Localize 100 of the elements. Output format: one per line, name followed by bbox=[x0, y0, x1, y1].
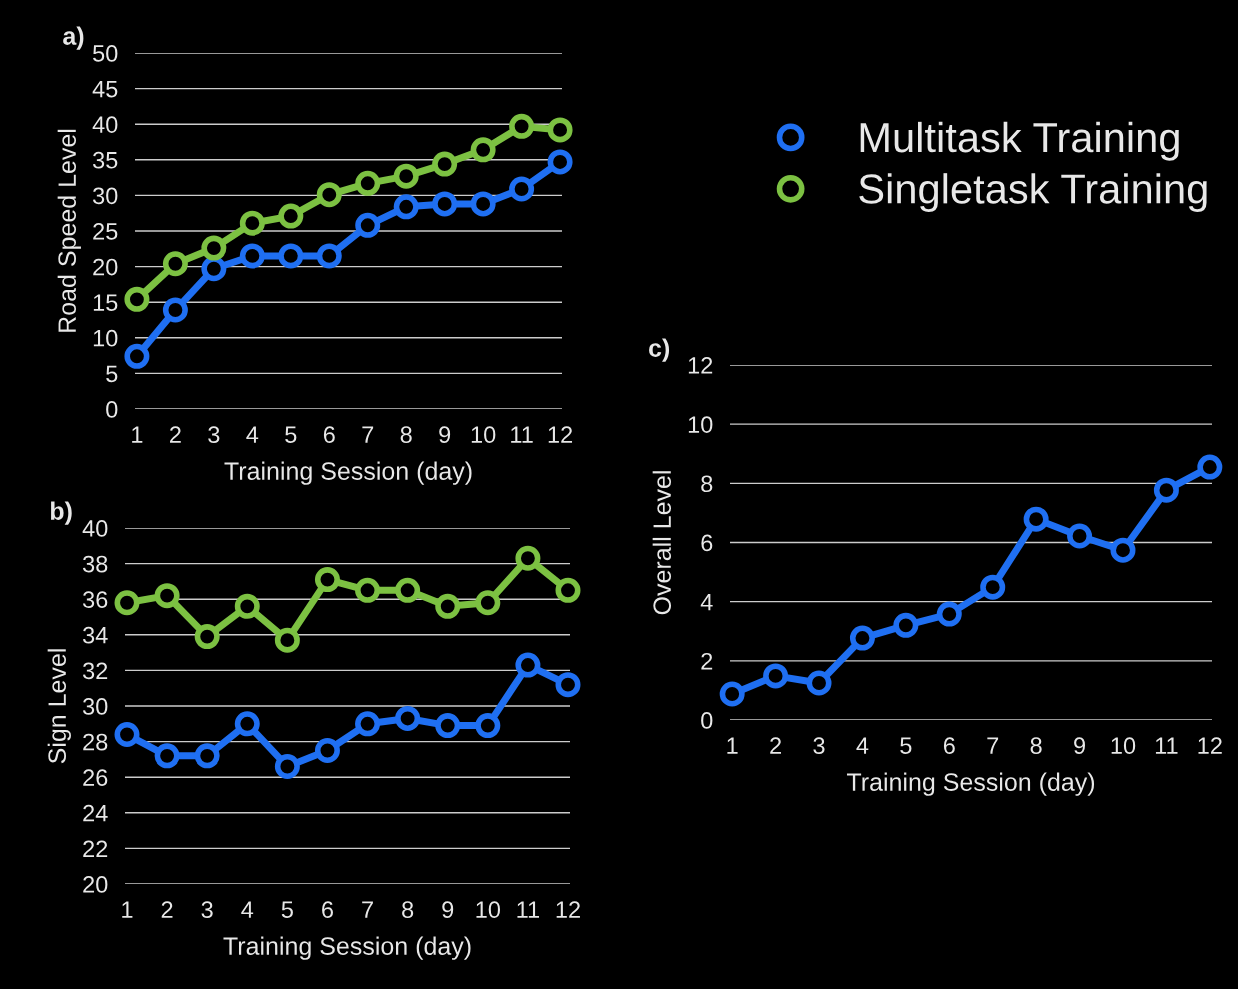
y-tick-label: 50 bbox=[93, 45, 118, 62]
x-tick-label: 8 bbox=[1030, 737, 1042, 755]
x-tick-label: 2 bbox=[170, 426, 181, 443]
x-tick-label: 4 bbox=[241, 901, 254, 918]
point bbox=[555, 672, 581, 698]
point bbox=[435, 713, 461, 739]
x-tick-label: 5 bbox=[285, 426, 297, 444]
x-tick-label: 5 bbox=[900, 737, 912, 755]
y-tick-label: 30 bbox=[92, 187, 118, 205]
x-tick-label: 12 bbox=[556, 901, 580, 918]
x-tick-label: 2 bbox=[770, 737, 781, 754]
point bbox=[719, 681, 745, 707]
y-tick-label: 20 bbox=[93, 258, 118, 276]
chart-title: a) bbox=[63, 26, 84, 50]
x-tick-label: 10 bbox=[471, 426, 496, 444]
point bbox=[515, 652, 541, 678]
point bbox=[936, 601, 962, 627]
legend-label: Multitask Training bbox=[860, 121, 1179, 161]
point bbox=[114, 721, 140, 747]
point bbox=[763, 663, 789, 689]
x-tick-label: 1 bbox=[727, 737, 738, 754]
point bbox=[234, 711, 260, 737]
x-tick-label: 6 bbox=[323, 426, 335, 444]
x-tick-label: 7 bbox=[362, 426, 374, 443]
x-axis-title: Training Session (day) bbox=[846, 772, 1095, 796]
x-tick-label: 11 bbox=[517, 901, 540, 918]
point bbox=[432, 151, 458, 177]
y-tick-label: 6 bbox=[701, 534, 713, 552]
x-tick-label: 11 bbox=[511, 426, 533, 443]
x-tick-label: 6 bbox=[943, 737, 955, 755]
point bbox=[314, 567, 340, 593]
point bbox=[1153, 477, 1179, 503]
point bbox=[509, 176, 535, 202]
x-tick-label: 9 bbox=[1074, 737, 1086, 755]
x-tick-label: 10 bbox=[1111, 737, 1136, 755]
y-tick-label: 2 bbox=[701, 652, 713, 670]
point bbox=[555, 577, 581, 603]
x-tick-label: 12 bbox=[1198, 737, 1222, 754]
point bbox=[893, 612, 919, 638]
x-tick-label: 8 bbox=[402, 901, 414, 919]
x-tick-label: 2 bbox=[161, 901, 173, 918]
point bbox=[1023, 506, 1049, 532]
y-axis-title: Overall Level bbox=[652, 471, 672, 615]
point bbox=[806, 670, 832, 696]
point bbox=[355, 170, 381, 196]
point bbox=[475, 713, 501, 739]
y-tick-label: 36 bbox=[82, 591, 108, 608]
x-tick-label: 7 bbox=[987, 737, 999, 754]
point bbox=[355, 711, 381, 737]
legend-label: Singletask Training bbox=[859, 173, 1207, 213]
point bbox=[355, 577, 381, 603]
point bbox=[278, 243, 304, 269]
chart-title: c) bbox=[649, 338, 670, 362]
x-tick-label: 3 bbox=[208, 426, 220, 444]
y-axis-title: Road Speed Level bbox=[57, 129, 81, 332]
point bbox=[470, 191, 496, 217]
point bbox=[162, 297, 188, 323]
y-tick-label: 45 bbox=[92, 80, 118, 98]
x-tick-label: 10 bbox=[476, 901, 501, 919]
y-tick-label: 20 bbox=[83, 876, 108, 893]
y-tick-label: 32 bbox=[82, 662, 108, 680]
point bbox=[154, 743, 180, 769]
point bbox=[355, 212, 381, 238]
point bbox=[1110, 537, 1136, 563]
y-tick-label: 40 bbox=[82, 520, 108, 537]
x-tick-label: 6 bbox=[322, 901, 333, 919]
y-tick-label: 22 bbox=[83, 840, 108, 857]
y-tick-label: 24 bbox=[83, 804, 108, 822]
point bbox=[475, 590, 501, 616]
point bbox=[547, 149, 573, 175]
point bbox=[239, 210, 265, 236]
point bbox=[509, 113, 535, 139]
point bbox=[201, 256, 227, 282]
y-tick-label: 26 bbox=[83, 769, 108, 786]
point bbox=[980, 574, 1006, 600]
x-tick-label: 7 bbox=[362, 901, 373, 918]
x-axis-title: Training Session (day) bbox=[223, 936, 471, 960]
point bbox=[194, 743, 220, 769]
x-tick-label: 9 bbox=[442, 901, 454, 919]
x-tick-label: 11 bbox=[1155, 737, 1178, 754]
x-tick-label: 1 bbox=[122, 901, 133, 918]
point bbox=[201, 235, 227, 261]
point bbox=[515, 545, 541, 571]
x-tick-label: 3 bbox=[201, 901, 213, 919]
y-tick-label: 8 bbox=[701, 475, 713, 493]
point bbox=[470, 137, 496, 163]
x-axis-title: Training Session (day) bbox=[224, 461, 472, 485]
x-tick-label: 9 bbox=[439, 426, 451, 444]
point bbox=[314, 738, 340, 763]
point bbox=[1197, 454, 1223, 480]
point bbox=[162, 251, 188, 277]
x-tick-label: 5 bbox=[281, 901, 293, 919]
x-tick-label: 3 bbox=[813, 737, 825, 755]
point bbox=[395, 705, 421, 731]
y-tick-label: 4 bbox=[700, 593, 713, 611]
y-tick-label: 28 bbox=[83, 733, 108, 751]
y-tick-label: 10 bbox=[93, 329, 118, 347]
y-tick-label: 12 bbox=[688, 357, 713, 374]
point bbox=[393, 194, 419, 220]
y-tick-label: 35 bbox=[92, 151, 118, 169]
